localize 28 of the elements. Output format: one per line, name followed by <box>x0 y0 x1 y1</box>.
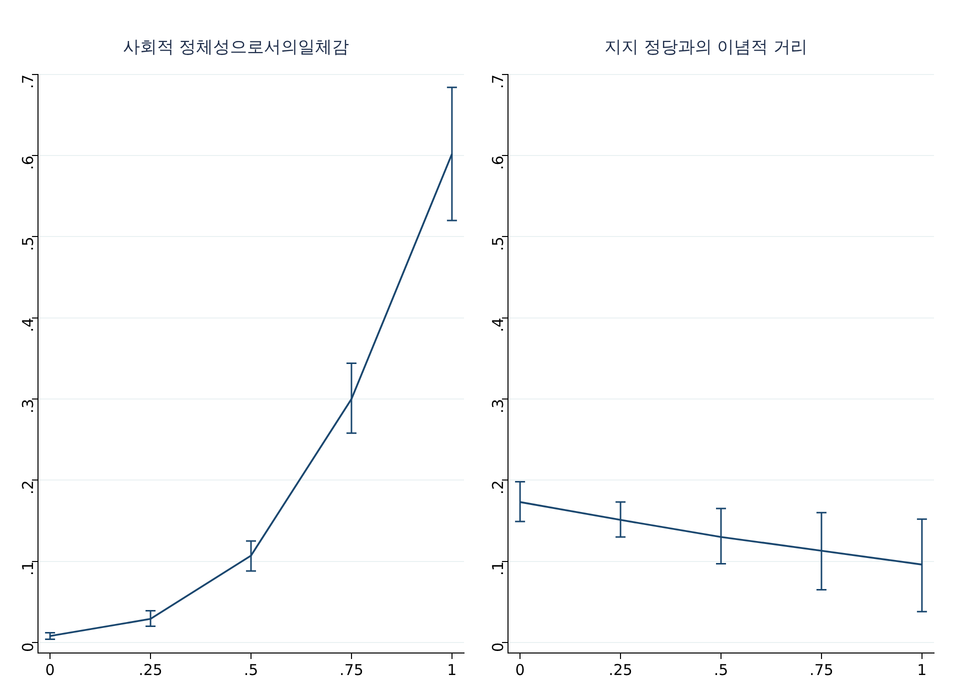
y-tick-label: .4 <box>488 318 507 332</box>
x-tick-label: .75 <box>340 660 364 679</box>
x-tick-label: 1 <box>917 660 927 679</box>
x-tick-label: 0 <box>45 660 55 679</box>
x-tick-label: .75 <box>810 660 834 679</box>
x-tick-label: 0 <box>515 660 525 679</box>
y-tick-label: .4 <box>18 318 37 332</box>
y-tick-label: .6 <box>18 156 37 170</box>
y-tick-label: .3 <box>488 399 507 414</box>
y-tick-label: .2 <box>488 480 507 494</box>
y-tick-label: 0 <box>18 642 37 652</box>
y-tick-label: .5 <box>18 236 37 252</box>
x-tick-label: .5 <box>714 660 728 679</box>
y-tick-label: .2 <box>18 480 37 494</box>
y-tick-label: .5 <box>488 236 507 252</box>
x-tick-label: .5 <box>244 660 258 679</box>
y-tick-label: .3 <box>18 399 37 414</box>
y-tick-label: .7 <box>488 74 507 89</box>
y-tick-label: .1 <box>18 561 37 576</box>
x-tick-label: .25 <box>138 660 162 679</box>
x-tick-label: 1 <box>447 660 457 679</box>
chart-title: 사회적 정체성으로서의일체감 <box>122 38 350 58</box>
y-tick-label: 0 <box>488 642 507 652</box>
y-tick-label: .7 <box>18 74 37 89</box>
x-tick-label: .25 <box>608 660 632 679</box>
y-tick-label: .6 <box>488 156 507 170</box>
y-tick-label: .1 <box>488 561 507 576</box>
chart-title: 지지 정당과의 이념적 거리 <box>604 38 808 58</box>
